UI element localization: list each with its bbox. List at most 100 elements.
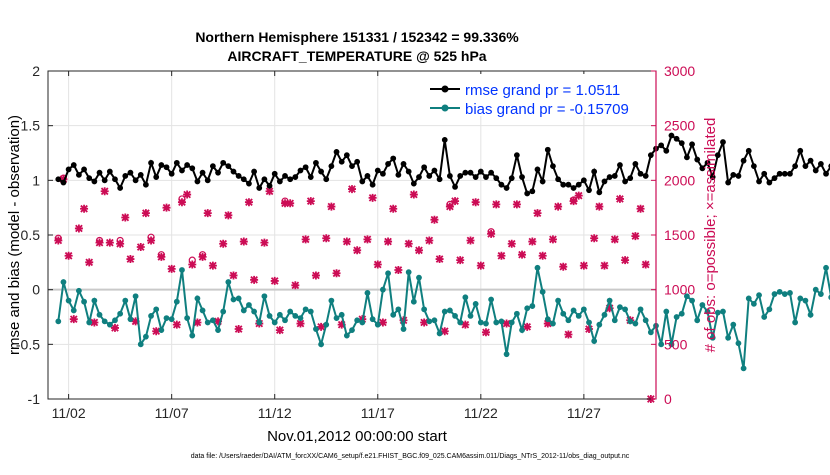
rmse-point [632,161,639,167]
rmse-point [86,175,93,182]
bias-point [570,307,577,314]
obs-assimilated-marker [631,232,640,241]
rmse-point [349,163,355,170]
rmse-point [215,169,221,176]
bias-point [720,308,726,315]
obs-assimilated-marker [100,187,109,196]
obs-assimilated-marker [162,203,171,212]
rmse-point [307,174,314,180]
rmse-point [256,185,263,191]
obs-assimilated-marker [275,326,284,335]
obs-assimilated-marker [497,251,506,260]
rmse-point [709,174,716,180]
rmse-point [323,176,330,183]
bias-point [642,317,649,324]
bias-point [81,298,87,305]
rmse-point [797,147,804,154]
bias-point [519,327,525,334]
bias-point [251,308,258,315]
y-axis-label-left: rmse and bias (model - observation) [6,115,23,355]
bias-point [694,317,701,324]
bias-point [781,291,788,297]
bias-point [184,315,191,321]
obs-assimilated-marker [327,202,336,211]
rmse-point [550,163,556,170]
obs-assimilated-marker [600,261,609,270]
y-tick-label-right: 2500 [664,118,695,134]
rmse-point [91,178,98,185]
rmse-point [132,177,139,184]
y-tick-label-left: -1 [28,391,41,407]
bias-point [436,330,443,337]
bias-point [498,318,505,325]
rmse-point [220,159,227,166]
bias-point [802,297,809,304]
rmse-point [318,168,324,175]
bias-point [380,286,386,293]
bias-point [797,295,804,302]
obs-assimilated-marker [270,276,279,285]
rmse-point [498,181,505,188]
obs-assimilated-marker [147,236,156,245]
bias-point [823,264,829,271]
rmse-point [230,168,237,175]
bias-point [462,294,469,301]
bias-point [209,317,216,324]
bias-point [632,320,639,327]
rmse-point [328,163,335,170]
obs-assimilated-marker [348,185,356,194]
y-tick-label-right: 0 [664,391,672,407]
bias-point [261,293,268,300]
obs-assimilated-marker [492,200,501,209]
bias-point [148,313,154,319]
obs-assimilated-marker [507,239,516,248]
bias-point [292,313,299,319]
rmse-point [112,176,118,183]
legend-box [423,74,651,116]
bias-point [86,319,93,326]
obs-assimilated-marker [590,234,599,243]
rmse-point [529,188,536,195]
obs-assimilated-marker [430,215,439,224]
obs-assimilated-marker [286,199,295,208]
obs-assimilated-marker [518,250,527,259]
bias-point [122,297,129,304]
bias-point [524,305,531,312]
bias-point [704,308,711,315]
bias-point [647,329,654,336]
rmse-point [81,166,87,173]
obs-assimilated-marker [95,238,104,247]
bias-point [555,297,562,304]
grid-layer [48,70,656,400]
bias-point [663,308,670,315]
y-tick-label-right: 1000 [664,282,695,298]
bias-series [55,264,830,372]
bias-point [812,286,819,293]
rmse-point [524,190,531,197]
obs-assimilated-marker [157,252,166,261]
bias-point [488,296,495,303]
rmse-point [148,159,154,166]
rmse-point [817,161,824,167]
obs-assimilated-marker [425,236,434,245]
rmse-point [173,159,180,166]
obs-assimilated-marker [404,239,413,248]
rmse-point [199,169,206,176]
bias-point [215,327,221,334]
obs-assimilated-marker [373,260,382,269]
obs-assimilated-marker [332,269,341,278]
rmse-point [76,171,82,178]
bias-point [601,311,608,318]
obs-assimilated-marker [64,251,73,260]
rmse-point [503,185,510,191]
bias-point [194,295,201,302]
rmse-point [96,169,103,176]
rmse-point [235,173,242,179]
rmse-point [374,167,381,174]
bias-point [302,306,309,313]
obs-assimilated-marker [229,271,238,280]
chart-title: Northern Hemisphere 151331 / 152342 = 99… [195,29,519,45]
obs-assimilated-marker [548,235,557,244]
obs-assimilated-marker [538,251,547,260]
